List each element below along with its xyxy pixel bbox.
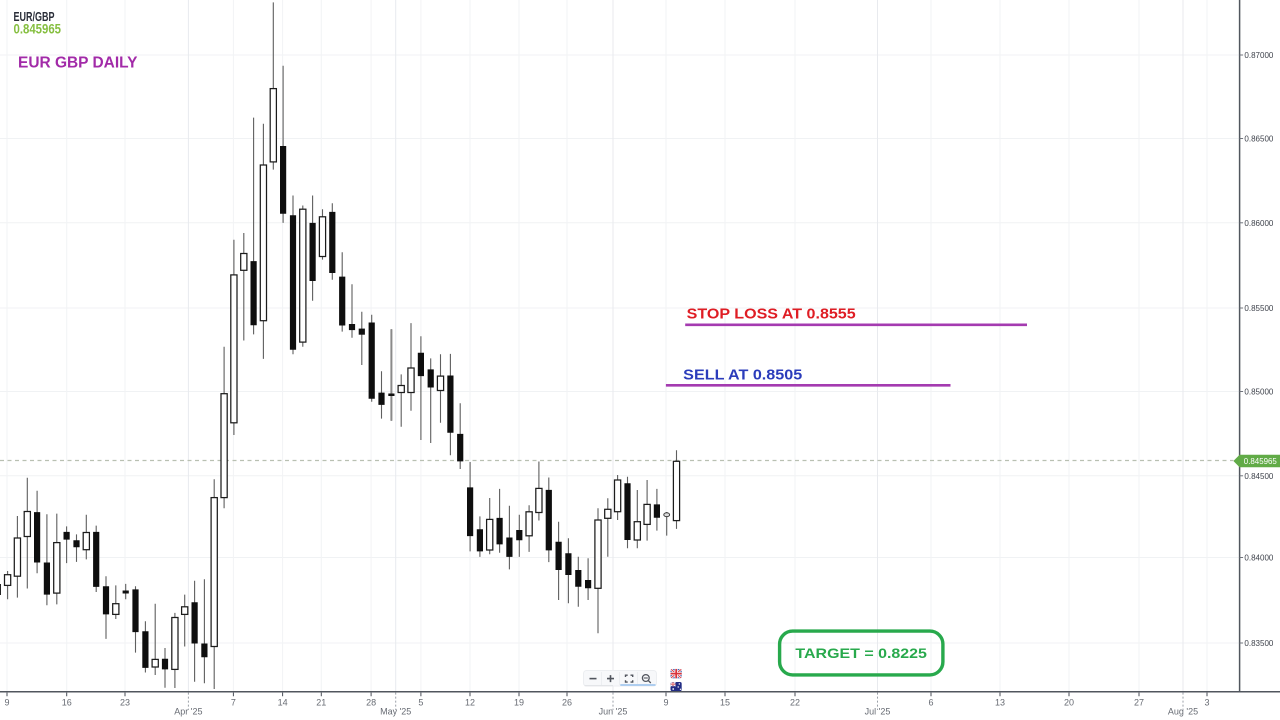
svg-text:Jul '25: Jul '25 bbox=[865, 707, 891, 717]
svg-text:23: 23 bbox=[120, 698, 130, 708]
svg-text:19: 19 bbox=[514, 698, 524, 708]
svg-text:EUR/GBP: EUR/GBP bbox=[14, 10, 55, 24]
svg-text:0.83500: 0.83500 bbox=[1244, 638, 1273, 648]
svg-text:EUR GBP DAILY: EUR GBP DAILY bbox=[18, 54, 138, 71]
svg-text:0.87000: 0.87000 bbox=[1244, 50, 1273, 60]
svg-text:22: 22 bbox=[790, 698, 800, 708]
svg-text:12: 12 bbox=[465, 698, 475, 708]
svg-text:0.86000: 0.86000 bbox=[1244, 218, 1273, 228]
svg-text:0.86500: 0.86500 bbox=[1244, 134, 1273, 144]
svg-text:14: 14 bbox=[278, 698, 288, 708]
svg-text:16: 16 bbox=[62, 698, 72, 708]
svg-text:STOP LOSS AT 0.8555: STOP LOSS AT 0.8555 bbox=[687, 307, 856, 323]
svg-text:9: 9 bbox=[4, 698, 9, 708]
svg-text:0.84500: 0.84500 bbox=[1244, 471, 1273, 481]
svg-text:0.85500: 0.85500 bbox=[1244, 303, 1273, 313]
svg-text:0.845965: 0.845965 bbox=[14, 22, 62, 37]
svg-text:26: 26 bbox=[562, 698, 572, 708]
svg-text:20: 20 bbox=[1064, 698, 1074, 708]
svg-text:13: 13 bbox=[995, 698, 1005, 708]
svg-text:6: 6 bbox=[928, 698, 933, 708]
svg-text:0.845965: 0.845965 bbox=[1244, 456, 1277, 466]
svg-text:Jun '25: Jun '25 bbox=[599, 707, 628, 717]
svg-text:May '25: May '25 bbox=[380, 707, 411, 717]
svg-text:9: 9 bbox=[663, 698, 668, 708]
svg-text:7: 7 bbox=[231, 698, 236, 708]
svg-text:5: 5 bbox=[418, 698, 423, 708]
svg-text:TARGET = 0.8225: TARGET = 0.8225 bbox=[795, 645, 927, 661]
svg-text:3: 3 bbox=[1204, 698, 1209, 708]
svg-text:27: 27 bbox=[1134, 698, 1144, 708]
svg-text:Aug '25: Aug '25 bbox=[1168, 707, 1198, 717]
svg-text:0.84000: 0.84000 bbox=[1244, 553, 1273, 563]
svg-text:15: 15 bbox=[720, 698, 730, 708]
svg-text:Apr '25: Apr '25 bbox=[174, 707, 202, 717]
svg-text:SELL AT 0.8505: SELL AT 0.8505 bbox=[683, 367, 802, 383]
svg-text:0.85000: 0.85000 bbox=[1244, 387, 1273, 397]
svg-text:21: 21 bbox=[316, 698, 326, 708]
svg-text:28: 28 bbox=[366, 698, 376, 708]
